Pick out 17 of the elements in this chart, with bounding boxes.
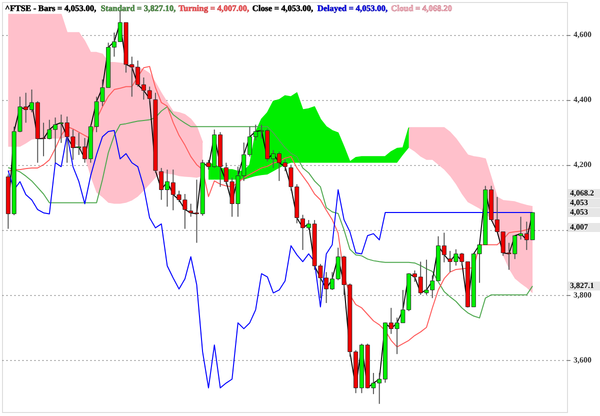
y-tick-label: 4,400 — [574, 95, 592, 104]
text: Delayed = 4,053.00, — [317, 3, 388, 13]
text: 4,053 — [570, 198, 588, 208]
y-tick-label: 4,600 — [574, 30, 592, 40]
y-tick-label: 3,800 — [574, 290, 592, 300]
line-series — [8, 106, 534, 318]
y-tick-label: 4,200 — [574, 160, 592, 170]
text: Close = 4,053.00, — [252, 3, 314, 13]
text: 3,827.1 — [570, 281, 594, 290]
text: 4,068.2 — [570, 188, 594, 198]
text: Turning = 4,007.00, — [178, 3, 250, 13]
text: 4,053 — [570, 208, 588, 217]
y-tick-label: 3,600 — [574, 355, 592, 364]
chart-title: ^FTSE - Bars = 4,053.00, — [5, 3, 96, 13]
text: Standard = 3,827.10, — [100, 3, 176, 13]
text: Cloud = 4,068.20 — [390, 3, 452, 13]
text: 4,007 — [570, 222, 588, 232]
